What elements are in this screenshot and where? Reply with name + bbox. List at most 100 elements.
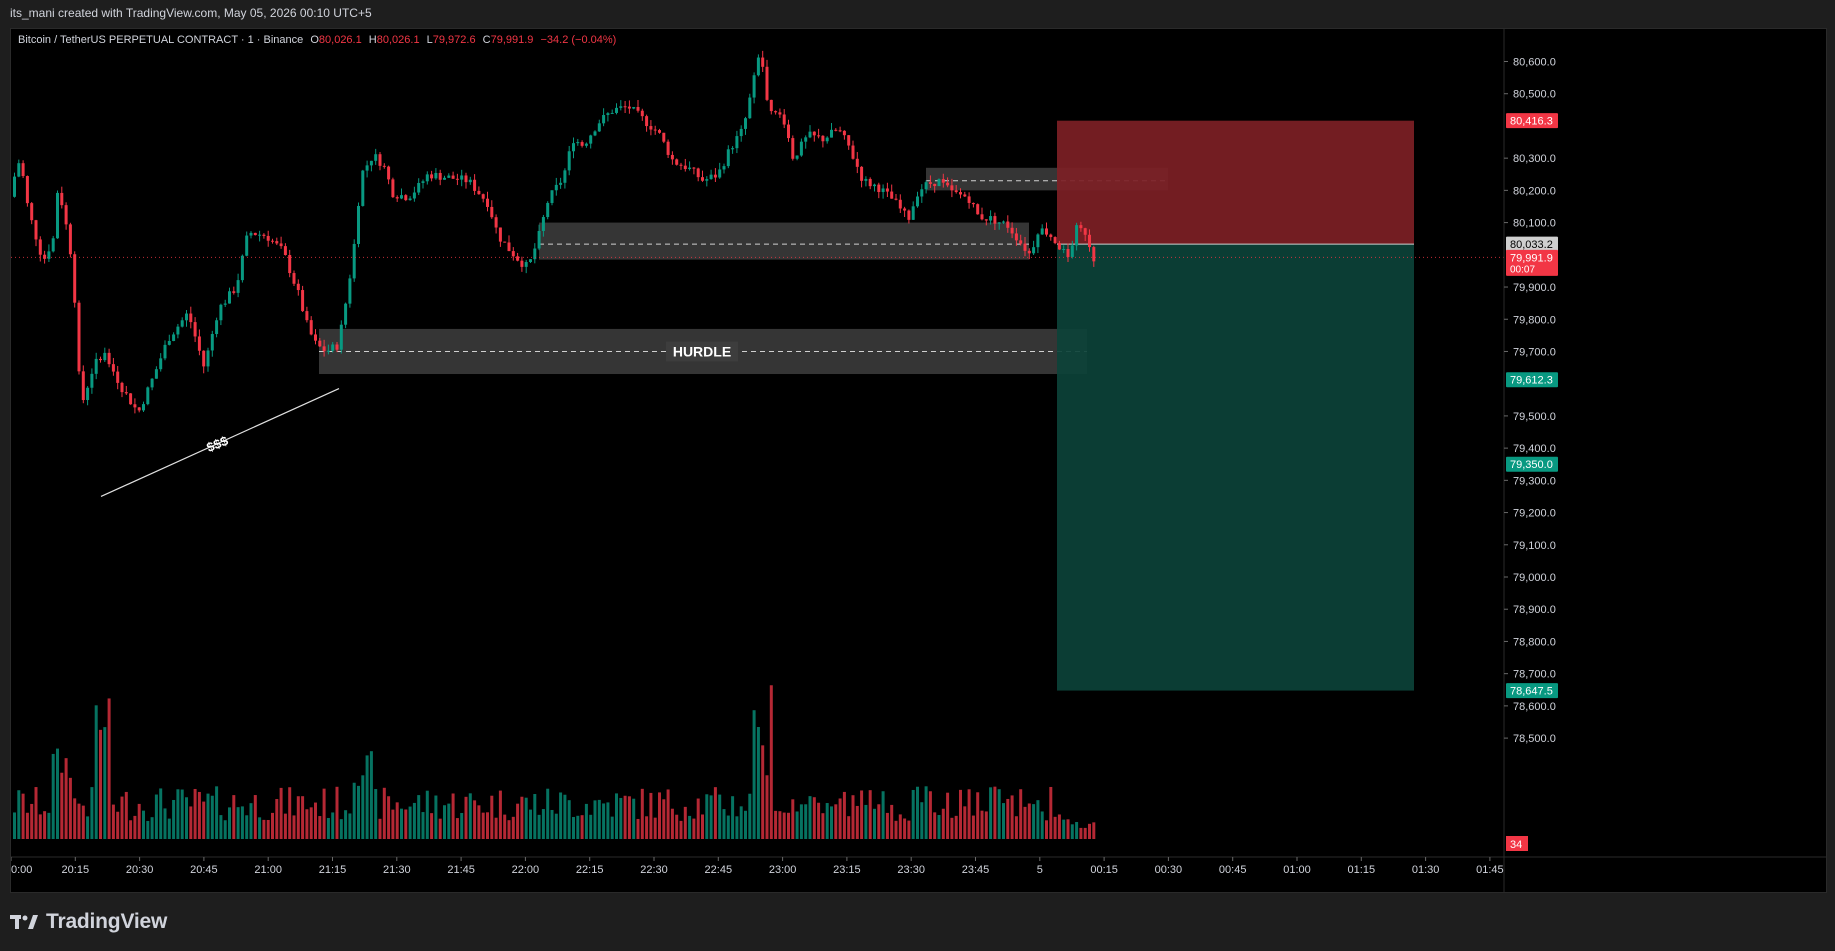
time-tick-label: 23:00 (769, 864, 797, 876)
candle-body (1092, 247, 1096, 262)
volume-bar (830, 806, 833, 839)
candle-body (877, 184, 881, 193)
candle-body (206, 350, 210, 367)
volume-bar (916, 786, 919, 839)
volume-bar (365, 755, 369, 839)
candle-body (180, 320, 184, 327)
price-label-box (1506, 236, 1558, 252)
candle-body (296, 283, 300, 291)
candle-body (765, 66, 769, 100)
candle-body (597, 123, 601, 132)
candle-body (589, 135, 593, 144)
countdown-label: 00:07 (1510, 264, 1535, 275)
volume-bar (142, 810, 145, 839)
volume-bar (60, 772, 64, 839)
candle-body (219, 304, 223, 321)
candle-body (563, 170, 567, 183)
volume-bar (1023, 806, 1027, 839)
candle-body (1045, 228, 1048, 235)
time-tick-label: 22:30 (640, 864, 668, 876)
symbol-legend[interactable]: Bitcoin / TetherUS PERPETUAL CONTRACT · … (18, 34, 616, 46)
volume-bar (391, 809, 395, 839)
volume-bar (249, 803, 253, 839)
candle-body (309, 320, 313, 335)
candle-body (898, 199, 902, 209)
candle-body (696, 168, 700, 178)
candle-body (623, 106, 627, 108)
candle-body (817, 135, 821, 137)
candle-body (1075, 225, 1079, 246)
volume-bar (778, 811, 782, 839)
candle-body (430, 174, 434, 179)
price-chart[interactable]: $$$ HURDLE 80,600.0 80,500.0 80,300.0 80,200… (10, 29, 1826, 892)
candle-body (481, 194, 485, 199)
candle-body (916, 196, 919, 207)
volume-bar (503, 814, 507, 839)
zones-layer (319, 167, 1168, 375)
volume-bar (675, 814, 679, 839)
candle-body (701, 177, 704, 181)
candle-body (326, 350, 330, 352)
candle-body (580, 142, 584, 146)
volume-bar (129, 820, 133, 839)
candle-body (610, 112, 614, 114)
price-tick-label: 78,600.0 (1513, 701, 1556, 713)
volume-bar (404, 809, 408, 839)
candle-body (726, 149, 730, 167)
volume-bar (511, 816, 515, 839)
volume-bar (318, 816, 322, 839)
stop-loss-zone (1057, 120, 1414, 245)
candle-body (1070, 245, 1074, 257)
volume-bar (296, 796, 300, 839)
volume-bar (963, 806, 967, 839)
volume-bar (309, 807, 313, 839)
volume-bar (1053, 816, 1057, 839)
volume-bar (305, 809, 309, 839)
candle-body (804, 137, 808, 142)
time-tick-label: 23:30 (897, 864, 925, 876)
candle-body (378, 154, 382, 166)
candle-body (202, 350, 206, 367)
candle-body (1066, 249, 1070, 257)
volume-bar (881, 791, 885, 839)
volume-bar (189, 806, 193, 839)
candle-body (959, 192, 962, 195)
volume-bar (374, 789, 378, 839)
price-tick-label: 79,000.0 (1513, 572, 1556, 584)
candle-body (412, 192, 416, 199)
volume-bar (137, 803, 141, 839)
candle-body (658, 130, 661, 133)
volume-bar (68, 777, 72, 839)
volume-bar (1079, 827, 1083, 839)
candle-body (722, 166, 726, 170)
volume-bar (851, 795, 855, 839)
volume-bar (911, 789, 915, 839)
volume-bar (417, 795, 421, 839)
volume-bar (787, 812, 790, 839)
price-label: 80,033.2 (1510, 239, 1553, 251)
candle-body (739, 128, 743, 137)
candle-body (584, 143, 588, 146)
chart-frame[interactable]: $$$ HURDLE 80,600.0 80,500.0 80,300.0 80,200… (10, 28, 1827, 893)
candle-body (210, 334, 214, 351)
volume-bar (834, 804, 838, 839)
price-tick-label: 79,500.0 (1513, 411, 1556, 423)
volume-bar (533, 794, 537, 839)
volume-bar (920, 802, 924, 839)
candle-body (25, 176, 29, 204)
volume-bar (275, 799, 279, 839)
candle-body (666, 141, 670, 155)
close-value: 79,991.9 (490, 34, 534, 46)
volume-bar (64, 758, 68, 839)
tradingview-logo[interactable]: TradingView (10, 910, 167, 934)
candle-body (795, 155, 799, 159)
volume-bar (477, 805, 481, 839)
candle-body (223, 303, 227, 305)
volume-bar (791, 799, 795, 839)
volume-bar (984, 811, 988, 839)
volume-bar (99, 729, 102, 839)
volume-bar (868, 790, 872, 839)
volume-bar (185, 797, 188, 839)
candle-body (81, 371, 85, 401)
volume-bar (722, 809, 726, 839)
